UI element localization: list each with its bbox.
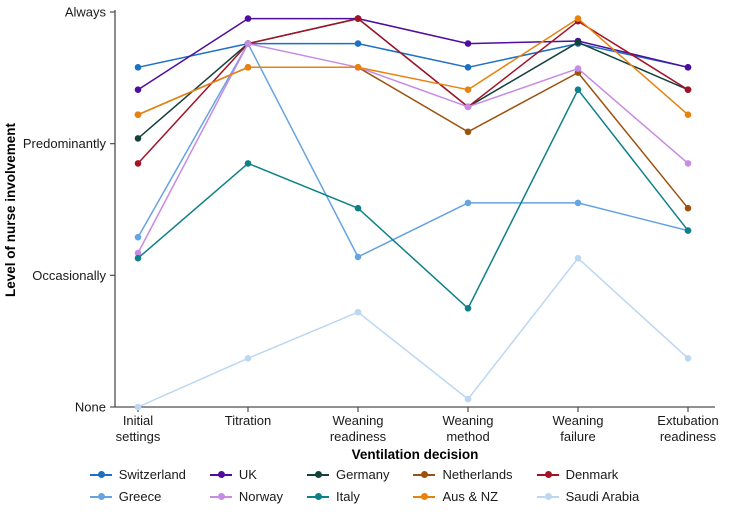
series-point-italy-4 bbox=[574, 86, 582, 93]
series-point-aus-nz-4 bbox=[574, 15, 582, 22]
series-point-italy-2 bbox=[354, 204, 362, 212]
series-line-italy bbox=[137, 88, 689, 310]
series-point-saudi-arabia-1 bbox=[244, 355, 252, 362]
x-tick-label-extubation-readiness: Extubation readiness bbox=[657, 413, 718, 444]
series-point-saudi-arabia-3 bbox=[464, 395, 472, 403]
series-point-italy-3 bbox=[464, 305, 472, 312]
legend-label-switzerland: Switzerland bbox=[118, 467, 186, 482]
legend-item-italy: Italy bbox=[306, 489, 389, 504]
series-point-switzerland-2 bbox=[354, 40, 362, 47]
x-tick-label-initial-settings: Initial settings bbox=[116, 413, 161, 444]
series-point-italy-5 bbox=[684, 227, 692, 234]
series-line-uk bbox=[137, 17, 689, 91]
series-point-saudi-arabia-4 bbox=[574, 254, 582, 262]
x-tick-label-weaning-method: Weaning method bbox=[442, 413, 493, 444]
series-point-norway-0 bbox=[134, 249, 142, 257]
chart-canvas: None Occasionally Predominantly Always Initi… bbox=[3, 5, 719, 463]
y-axis-title: Level of nurse involvement bbox=[3, 122, 18, 297]
series-point-denmark-0 bbox=[134, 160, 142, 167]
series-point-norway-1 bbox=[244, 40, 252, 47]
legend-item-saudi-arabia: Saudi Arabia bbox=[536, 489, 640, 504]
legend-item-uk: UK bbox=[209, 467, 283, 482]
legend-label-aus-nz: Aus & NZ bbox=[442, 489, 499, 504]
series-point-netherlands-3 bbox=[464, 128, 472, 136]
series-point-uk-1 bbox=[244, 15, 252, 22]
series-point-germany-4 bbox=[574, 39, 582, 46]
legend-label-norway: Norway bbox=[238, 489, 283, 504]
x-tick-label-weaning-failure: Weaning failure bbox=[552, 413, 603, 444]
x-tick-label-titration: Titration bbox=[225, 413, 271, 428]
legend-item-aus-nz: Aus & NZ bbox=[413, 489, 512, 504]
series-point-uk-0 bbox=[134, 86, 142, 93]
legend-item-germany: Germany bbox=[306, 467, 390, 482]
series-point-aus-nz-5 bbox=[684, 111, 692, 118]
series-point-aus-nz-2 bbox=[354, 64, 362, 71]
legend-label-italy: Italy bbox=[335, 489, 360, 504]
series-point-norway-5 bbox=[684, 160, 692, 167]
series-line-greece bbox=[137, 42, 689, 258]
legend-label-saudi-arabia: Saudi Arabia bbox=[565, 489, 640, 504]
legend-label-denmark: Denmark bbox=[565, 467, 619, 482]
series-point-greece-4 bbox=[574, 199, 582, 207]
legend-marker-germany bbox=[306, 470, 329, 479]
series-point-aus-nz-1 bbox=[244, 64, 252, 71]
series-point-denmark-2 bbox=[354, 15, 362, 22]
y-tick-label: Predominantly bbox=[23, 136, 107, 151]
legend-marker-denmark bbox=[536, 470, 559, 479]
legend-marker-norway bbox=[209, 492, 232, 501]
series-line-denmark bbox=[137, 17, 689, 165]
series-point-switzerland-3 bbox=[464, 64, 472, 71]
y-tick-label: None bbox=[75, 400, 106, 415]
series-line-saudi-arabia bbox=[137, 257, 689, 408]
series-point-norway-3 bbox=[464, 103, 472, 111]
x-axis-title: Ventilation decision bbox=[352, 447, 479, 462]
series-point-germany-0 bbox=[134, 135, 142, 142]
series-point-greece-3 bbox=[464, 199, 472, 207]
series-point-greece-2 bbox=[354, 253, 362, 261]
legend-marker-uk bbox=[209, 470, 232, 479]
series-line-norway bbox=[137, 42, 689, 254]
series-point-saudi-arabia-0 bbox=[134, 403, 142, 411]
series-point-saudi-arabia-5 bbox=[684, 355, 692, 362]
legend-item-netherlands: Netherlands bbox=[413, 467, 513, 482]
legend-label-germany: Germany bbox=[335, 467, 390, 482]
series-point-aus-nz-3 bbox=[464, 86, 472, 93]
series-point-italy-0 bbox=[134, 254, 142, 262]
legend-marker-saudi-arabia bbox=[536, 492, 559, 501]
legend-label-netherlands: Netherlands bbox=[442, 467, 513, 482]
series-line-switzerland bbox=[137, 42, 689, 69]
series-point-uk-5 bbox=[684, 64, 692, 71]
legend-item-norway: Norway bbox=[209, 489, 283, 504]
legend-marker-aus-nz bbox=[413, 492, 436, 501]
series-point-saudi-arabia-2 bbox=[354, 308, 362, 316]
y-tick-label: Always bbox=[65, 5, 107, 20]
legend-marker-italy bbox=[306, 492, 329, 501]
legend-label-greece: Greece bbox=[118, 489, 162, 504]
x-tick-label-weaning-readiness: Weaning readiness bbox=[330, 413, 387, 444]
series-point-switzerland-0 bbox=[134, 64, 142, 71]
legend-grid: Switzerland UK Germany Netherlands Denmark Gr… bbox=[89, 467, 640, 504]
legend-label-uk: UK bbox=[238, 467, 257, 482]
chart-legend: Switzerland UK Germany Netherlands Denmark Gr… bbox=[0, 467, 729, 504]
series-point-greece-0 bbox=[134, 233, 142, 241]
series-point-netherlands-5 bbox=[684, 204, 692, 212]
legend-item-switzerland: Switzerland bbox=[89, 467, 186, 482]
series-point-norway-4 bbox=[574, 65, 582, 72]
legend-marker-greece bbox=[89, 492, 112, 501]
legend-item-denmark: Denmark bbox=[536, 467, 640, 482]
legend-marker-switzerland bbox=[89, 470, 112, 479]
legend-marker-netherlands bbox=[413, 470, 436, 479]
series-point-uk-3 bbox=[464, 40, 472, 47]
y-tick-label: Occasionally bbox=[32, 268, 106, 283]
series-point-italy-1 bbox=[244, 160, 252, 167]
series-point-aus-nz-0 bbox=[134, 111, 142, 118]
series-point-denmark-5 bbox=[684, 86, 692, 93]
series-line-aus-nz bbox=[137, 17, 689, 116]
legend-item-greece: Greece bbox=[89, 489, 186, 504]
